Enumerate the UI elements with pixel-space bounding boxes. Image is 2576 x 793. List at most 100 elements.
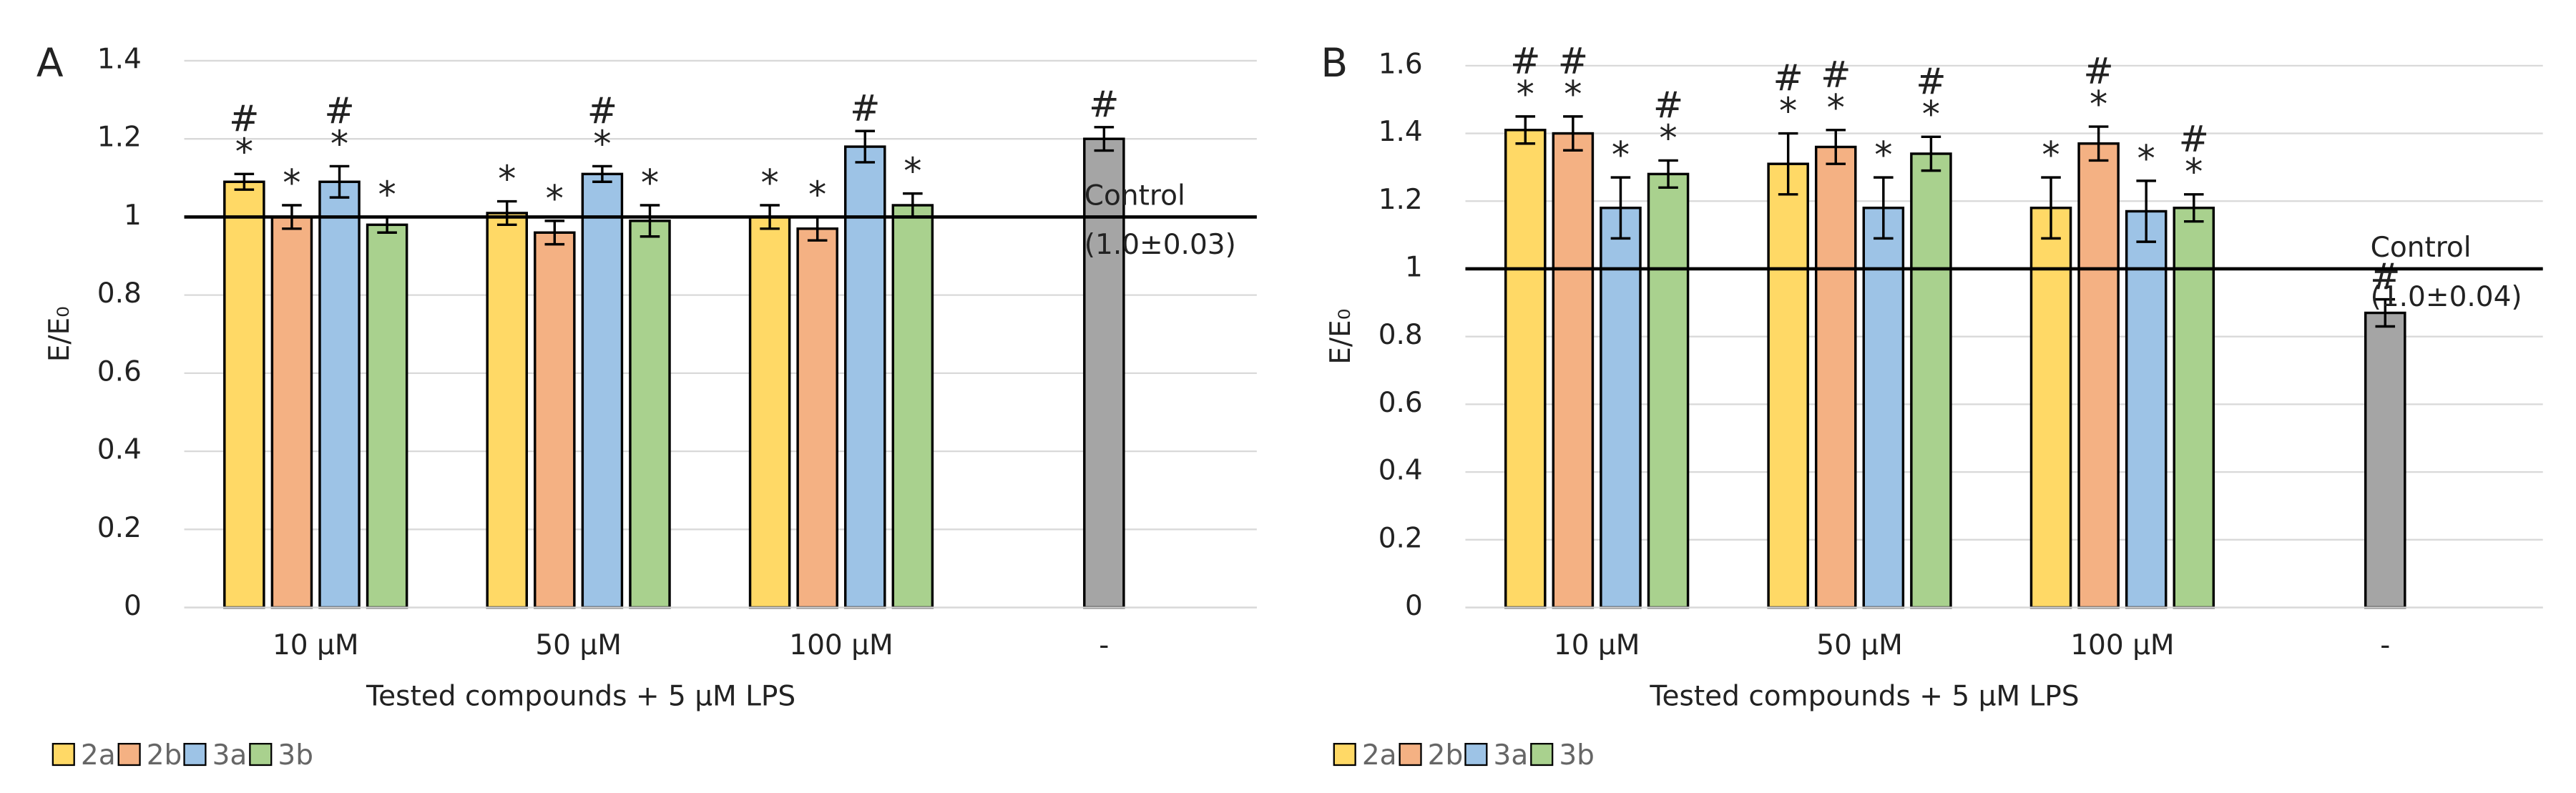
y-tick-label: 0: [124, 590, 142, 622]
significance-mark: #: [587, 89, 617, 132]
significance-mark: #: [324, 89, 354, 132]
bar: [843, 145, 886, 609]
reference-label: (1.0±0.03): [1084, 229, 1236, 261]
bar: [1814, 145, 1857, 609]
legend-swatch: [1530, 742, 1554, 767]
bar: [1552, 132, 1595, 609]
panel-label: B: [1321, 40, 1348, 86]
x-axis-label: Tested compounds + 5 µM LPS: [366, 680, 795, 712]
bar: [270, 215, 313, 609]
significance-mark: #: [1773, 57, 1803, 99]
significance-mark: #: [1089, 84, 1119, 126]
x-tick-label: 100 µM: [2070, 629, 2174, 661]
y-tick-label: 0.2: [97, 512, 142, 544]
y-tick-label: 1.6: [1378, 48, 1423, 80]
significance-mark: *: [2137, 137, 2155, 179]
significance-mark: *: [1517, 73, 1534, 115]
significance-mark: #: [1558, 40, 1588, 82]
bar: [1647, 172, 1690, 609]
significance-mark: *: [2185, 151, 2203, 193]
significance-mark: *: [1922, 93, 1940, 135]
bar: [366, 223, 408, 609]
legend-swatch: [1399, 742, 1422, 767]
y-tick-label: 0.4: [97, 434, 142, 466]
bar: [486, 212, 528, 609]
reference-label: (1.0±0.04): [2371, 281, 2522, 313]
bar: [1862, 207, 1905, 609]
y-tick-label: 0.6: [97, 355, 142, 388]
legend-swatch: [117, 742, 141, 767]
legend-swatch: [249, 742, 273, 767]
significance-mark: #: [1916, 60, 1946, 102]
bar: [1767, 162, 1809, 609]
significance-mark: *: [1827, 87, 1845, 129]
significance-mark: #: [2370, 256, 2400, 298]
y-tick-label: 1.4: [97, 43, 142, 75]
y-tick-label: 1.2: [1378, 184, 1423, 216]
panel-label: A: [36, 40, 64, 86]
y-tick-label: 0.4: [1378, 455, 1423, 487]
significance-mark: #: [2083, 50, 2113, 92]
legend-label: 2b: [147, 739, 182, 772]
significance-mark: *: [1779, 90, 1797, 132]
significance-mark: *: [498, 158, 516, 200]
significance-mark: *: [1564, 73, 1582, 115]
bar: [2077, 142, 2120, 609]
y-tick-label: 1: [1405, 251, 1423, 283]
reference-label: Control: [1084, 179, 1185, 212]
significance-mark: *: [330, 122, 348, 164]
legend-swatch: [1333, 742, 1356, 767]
y-tick-label: 0.8: [97, 277, 142, 310]
bar: [2125, 210, 2168, 609]
significance-mark: *: [808, 173, 826, 215]
legend-label: 3a: [1494, 739, 1529, 772]
legend-label: 2b: [1428, 739, 1464, 772]
x-tick-label: 100 µM: [789, 629, 893, 661]
significance-mark: *: [760, 162, 778, 204]
significance-mark: #: [1821, 54, 1851, 96]
x-axis-label: Tested compounds + 5 µM LPS: [1649, 680, 2079, 712]
significance-mark: *: [593, 122, 611, 164]
x-tick-label: 10 µM: [1554, 629, 1640, 661]
bar: [318, 180, 361, 609]
legend-label: 3b: [278, 739, 313, 772]
x-tick-label: 50 µM: [1816, 629, 1903, 661]
significance-mark: *: [235, 130, 253, 172]
bar: [2364, 311, 2406, 609]
bar: [2173, 207, 2215, 609]
y-tick-label: 1.2: [97, 122, 142, 154]
significance-mark: *: [2090, 83, 2107, 125]
y-tick-label: 1.4: [1378, 116, 1423, 148]
y-tick-label: 0.6: [1378, 387, 1423, 419]
y-tick-label: 1: [124, 200, 142, 232]
reference-label: Control: [2371, 232, 2472, 264]
legend-label: 2a: [81, 739, 116, 772]
bar: [2029, 207, 2072, 609]
legend-label: 2a: [1362, 739, 1397, 772]
bar: [748, 215, 791, 609]
significance-mark: *: [2042, 134, 2060, 176]
y-axis-label: E/E₀: [44, 306, 76, 362]
bar: [629, 220, 671, 609]
y-axis-label: E/E₀: [1325, 309, 1357, 365]
significance-mark: #: [1510, 40, 1540, 82]
significance-mark: #: [2179, 118, 2209, 160]
bar: [891, 204, 934, 609]
y-tick-label: 0: [1405, 590, 1423, 622]
bar: [796, 227, 838, 609]
legend-swatch: [183, 742, 207, 767]
significance-mark: *: [1874, 134, 1892, 176]
significance-mark: #: [1653, 84, 1683, 126]
x-tick-label: -: [2380, 629, 2390, 661]
significance-mark: #: [850, 87, 880, 129]
x-tick-label: 10 µM: [273, 629, 359, 661]
significance-mark: #: [229, 97, 259, 139]
significance-mark: *: [1612, 134, 1630, 176]
significance-mark: *: [378, 173, 396, 215]
y-tick-label: 0.2: [1378, 522, 1423, 554]
significance-mark: *: [283, 162, 300, 204]
significance-mark: *: [546, 177, 564, 220]
legend-label: 3a: [212, 739, 248, 772]
bar: [223, 180, 265, 609]
